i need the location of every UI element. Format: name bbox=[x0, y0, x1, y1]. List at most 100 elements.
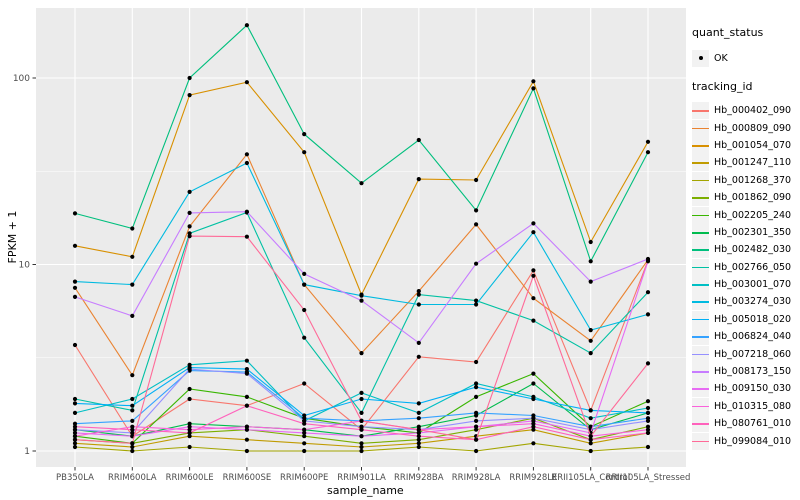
data-point bbox=[130, 444, 135, 450]
data-point bbox=[244, 234, 249, 239]
x-tick-label: PB350LA bbox=[56, 473, 94, 483]
data-point bbox=[130, 226, 135, 231]
legend-item-label: Hb_001268_370 bbox=[714, 174, 792, 186]
legend-item-Hb_002766_050: Hb_002766_050 bbox=[692, 258, 800, 276]
legend-item-label: Hb_000402_090 bbox=[714, 105, 792, 117]
x-tick-label: RRIM901LA bbox=[337, 473, 386, 483]
data-point bbox=[72, 401, 78, 406]
series-color-key bbox=[692, 154, 709, 172]
legend-item-label: Hb_000809_090 bbox=[714, 122, 792, 134]
data-point bbox=[474, 261, 479, 266]
data-point bbox=[474, 385, 479, 390]
legend-item-label: Hb_080761_010 bbox=[714, 418, 792, 430]
data-point bbox=[474, 418, 479, 423]
data-point bbox=[244, 437, 249, 442]
series-line-glyph bbox=[692, 405, 709, 408]
data-point bbox=[474, 394, 479, 399]
data-point bbox=[187, 386, 192, 392]
series-Hb_099084_010 bbox=[72, 234, 651, 446]
data-point bbox=[130, 418, 135, 423]
data-point bbox=[359, 351, 364, 356]
data-point bbox=[645, 259, 651, 264]
data-point bbox=[244, 358, 249, 363]
data-point bbox=[645, 424, 651, 429]
series-Hb_080761_010 bbox=[72, 403, 651, 442]
legend-item-Hb_001268_370: Hb_001268_370 bbox=[692, 171, 800, 189]
data-point bbox=[588, 351, 593, 356]
series-color-key bbox=[692, 310, 709, 328]
data-point bbox=[72, 421, 78, 426]
tracking-id-legend-title: tracking_id bbox=[692, 80, 753, 93]
series-color-key bbox=[692, 206, 709, 224]
data-point bbox=[72, 294, 78, 299]
data-point bbox=[474, 222, 479, 227]
data-point bbox=[474, 208, 479, 213]
data-point bbox=[72, 410, 78, 415]
legend-item-label: Hb_009150_030 bbox=[714, 383, 792, 395]
data-point bbox=[244, 152, 249, 157]
data-point bbox=[645, 361, 651, 366]
series-line-glyph bbox=[692, 336, 709, 338]
legend-item-label: Hb_005018_020 bbox=[714, 313, 792, 325]
data-point bbox=[130, 282, 135, 287]
data-point bbox=[130, 403, 135, 408]
data-point bbox=[359, 418, 364, 423]
data-point bbox=[416, 441, 421, 446]
legend-item-Hb_080761_010: Hb_080761_010 bbox=[692, 415, 800, 433]
series-Hb_008173_150 bbox=[72, 209, 651, 345]
data-point bbox=[72, 430, 78, 435]
data-point bbox=[531, 221, 536, 226]
data-point bbox=[302, 441, 307, 446]
data-point bbox=[416, 424, 421, 429]
data-point bbox=[474, 424, 479, 429]
data-point bbox=[645, 150, 651, 155]
x-tick-label: RRIM928LE bbox=[509, 473, 557, 483]
y-tick-label: 100 bbox=[13, 74, 30, 84]
data-point bbox=[244, 80, 249, 85]
series-color-key bbox=[692, 171, 709, 189]
legend-item-label: Hb_099084_010 bbox=[714, 435, 792, 447]
data-point bbox=[416, 416, 421, 421]
data-point bbox=[645, 444, 651, 450]
data-point bbox=[187, 424, 192, 429]
data-point bbox=[474, 298, 479, 303]
x-tick-label: RRIM600PE bbox=[280, 473, 328, 483]
data-point bbox=[359, 390, 364, 395]
series-line-glyph bbox=[692, 110, 709, 112]
series-color-key bbox=[692, 102, 709, 120]
data-point bbox=[645, 427, 651, 432]
data-point bbox=[588, 424, 593, 429]
series-line-glyph bbox=[692, 249, 709, 251]
data-point bbox=[416, 444, 421, 450]
series-color-key bbox=[692, 432, 709, 450]
data-point bbox=[302, 434, 307, 439]
series-line-glyph bbox=[692, 388, 709, 391]
data-point bbox=[416, 427, 421, 432]
data-point bbox=[474, 302, 479, 307]
data-point bbox=[531, 268, 536, 273]
data-point bbox=[531, 381, 536, 386]
legend-item-Hb_001054_070: Hb_001054_070 bbox=[692, 136, 800, 154]
data-point bbox=[244, 209, 249, 214]
data-point bbox=[645, 399, 651, 404]
data-point bbox=[416, 137, 421, 143]
series-color-key bbox=[692, 293, 709, 311]
legend-item-Hb_000809_090: Hb_000809_090 bbox=[692, 119, 800, 137]
series-line-glyph bbox=[692, 284, 709, 286]
data-point bbox=[416, 401, 421, 406]
legend-item-label: Hb_001247_110 bbox=[714, 157, 792, 169]
data-point bbox=[72, 279, 78, 284]
data-point bbox=[130, 424, 135, 429]
data-point bbox=[645, 410, 651, 415]
data-point bbox=[302, 448, 307, 454]
x-axis-title: sample_name bbox=[327, 484, 404, 497]
data-point bbox=[531, 371, 536, 376]
data-point bbox=[531, 296, 536, 301]
data-point bbox=[302, 427, 307, 432]
data-point bbox=[130, 441, 135, 446]
data-point bbox=[588, 434, 593, 439]
data-point bbox=[302, 430, 307, 435]
data-point bbox=[187, 75, 192, 81]
data-point bbox=[531, 441, 536, 446]
